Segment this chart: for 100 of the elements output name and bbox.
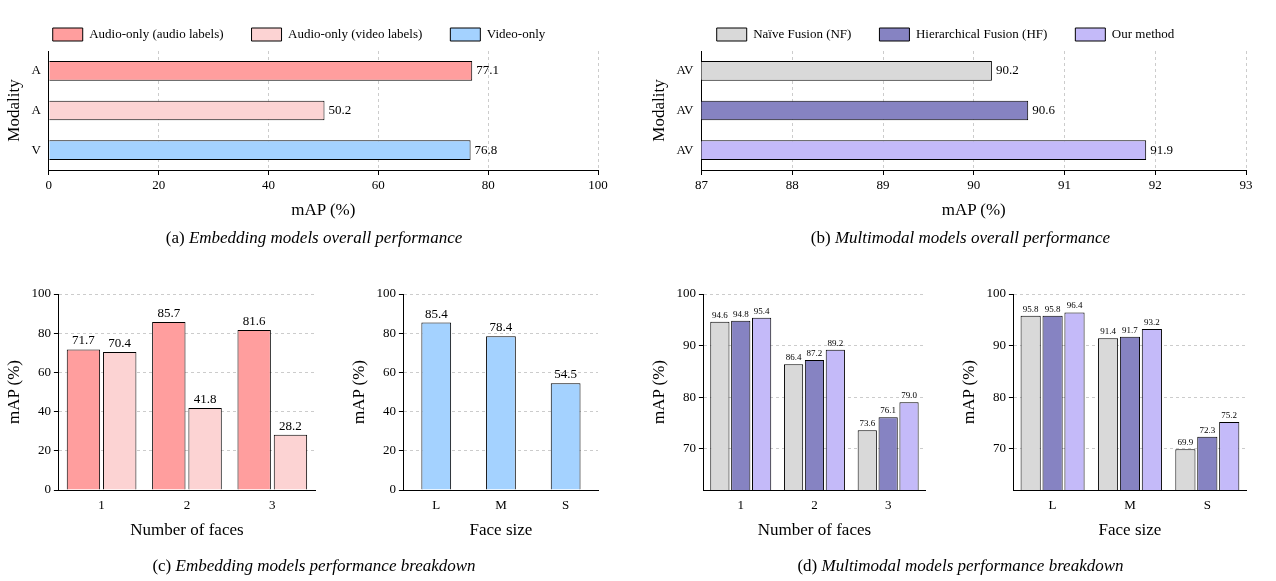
data-label: 79.0 — [901, 390, 918, 401]
data-label: 76.8 — [474, 141, 498, 157]
y-tick-label: 100 — [676, 285, 696, 301]
data-label: 69.9 — [1177, 437, 1194, 448]
x-tick-label: 3 — [269, 497, 276, 513]
x-tick-label: 89 — [876, 177, 890, 193]
data-label: 94.8 — [732, 308, 750, 319]
x-axis-title: mAP (%) — [941, 200, 1006, 220]
x-axis-title: Number of faces — [757, 520, 872, 540]
y-tick-label: 70 — [992, 440, 1006, 456]
data-label: 77.1 — [476, 62, 499, 78]
legend-label: Hierarchical Fusion (HF) — [915, 25, 1048, 41]
x-tick-label: 88 — [785, 177, 799, 193]
text: (d) Multimodal models performance breakdown — [797, 556, 1124, 575]
data-label: 85.4 — [424, 305, 449, 321]
data-label: 73.6 — [859, 418, 876, 429]
x-tick-label: 80 — [481, 177, 495, 193]
x-tick-label: 1 — [737, 497, 744, 513]
data-label: 95.8 — [1022, 303, 1040, 314]
data-label: 54.5 — [554, 366, 578, 382]
legend-label: Naïve Fusion (NF) — [753, 25, 852, 41]
y-tick-label: AV — [676, 141, 695, 157]
data-label: 72.3 — [1199, 424, 1216, 435]
x-tick-label: L — [432, 497, 441, 513]
y-tick-label: 60 — [37, 363, 51, 379]
data-label: 86.4 — [785, 352, 802, 363]
x-tick-label: 2 — [183, 497, 191, 513]
data-label: 95.8 — [1044, 303, 1061, 314]
x-axis-title: mAP (%) — [291, 200, 356, 220]
y-axis-title: Modality — [3, 78, 23, 142]
y-tick-label: AV — [676, 101, 695, 117]
y-tick-label: 40 — [37, 403, 51, 419]
x-tick-label: 92 — [1148, 177, 1162, 193]
data-label: 41.8 — [193, 390, 217, 406]
x-tick-label: 90 — [967, 177, 981, 193]
x-tick-label: S — [562, 497, 570, 513]
data-label: 95.4 — [753, 305, 771, 316]
x-tick-label: 93 — [1239, 177, 1253, 193]
y-tick-label: 80 — [682, 388, 696, 404]
y-tick-label: 20 — [382, 442, 396, 458]
y-tick-label: 80 — [382, 324, 396, 340]
y-tick-label: V — [31, 141, 42, 157]
x-tick-label: S — [1203, 497, 1211, 513]
x-axis-title: Face size — [469, 520, 533, 540]
data-label: 75.2 — [1221, 409, 1238, 420]
x-tick-label: M — [1124, 497, 1137, 513]
y-tick-label: 100 — [376, 285, 396, 301]
y-tick-label: A — [31, 62, 42, 78]
x-tick-label: 87 — [695, 177, 709, 193]
y-tick-label: 60 — [382, 363, 396, 379]
legend-label: Our method — [1111, 25, 1175, 41]
data-label: 50.2 — [328, 101, 352, 117]
x-tick-label: L — [1048, 497, 1057, 513]
y-tick-label: 80 — [37, 324, 51, 340]
data-label: 93.2 — [1144, 316, 1160, 327]
x-tick-label: 100 — [588, 177, 608, 193]
y-axis-title: mAP (%) — [3, 359, 23, 425]
x-tick-label: 1 — [98, 497, 105, 513]
x-tick-label: 91 — [1058, 177, 1071, 193]
data-label: 94.6 — [711, 309, 729, 320]
text: (c) Embedding models performance breakdown — [152, 556, 476, 575]
y-axis-title: mAP (%) — [958, 359, 978, 425]
data-label: 96.4 — [1066, 300, 1083, 311]
x-axis-title: Face size — [1098, 520, 1162, 540]
data-label: 89.2 — [827, 337, 844, 348]
y-tick-label: 80 — [992, 388, 1006, 404]
data-label: 90.6 — [1032, 101, 1056, 117]
y-tick-label: 40 — [382, 403, 396, 419]
x-tick-label: 3 — [884, 497, 892, 513]
data-label: 76.1 — [880, 405, 897, 416]
x-tick-label: 2 — [811, 497, 818, 513]
data-label: 70.4 — [108, 334, 132, 350]
y-tick-label: 90 — [992, 337, 1006, 352]
y-tick-label: 70 — [682, 440, 696, 456]
x-tick-label: 40 — [261, 177, 275, 193]
y-tick-label: 20 — [37, 442, 51, 458]
legend-label: Audio-only (video labels) — [288, 25, 423, 41]
legend-label: Video-only — [486, 25, 546, 41]
y-tick-label: 90 — [682, 337, 696, 352]
x-tick-label: 20 — [152, 177, 166, 193]
y-tick-label: 100 — [31, 285, 51, 301]
y-axis-title: Modality — [648, 78, 668, 142]
data-label: 91.9 — [1150, 141, 1173, 157]
data-label: 85.7 — [157, 304, 181, 320]
text: (a) Embedding models overall performance — [165, 228, 463, 247]
y-tick-label: A — [31, 101, 42, 117]
y-axis-title: mAP (%) — [648, 359, 668, 425]
y-tick-label: 0 — [389, 481, 396, 497]
x-tick-label: M — [495, 497, 508, 513]
text: (b) Multimodal models overall performance — [810, 228, 1111, 247]
data-label: 78.4 — [489, 319, 513, 335]
x-axis-title: Number of faces — [130, 520, 244, 540]
y-axis-title: mAP (%) — [348, 359, 368, 425]
legend-label: Audio-only (audio labels) — [89, 25, 224, 41]
data-label: 81.6 — [242, 312, 267, 328]
data-label: 91.4 — [1100, 326, 1117, 337]
y-tick-label: 0 — [44, 481, 51, 497]
y-tick-label: AV — [676, 62, 695, 78]
x-tick-label: 60 — [371, 177, 385, 193]
data-label: 28.2 — [279, 417, 302, 433]
